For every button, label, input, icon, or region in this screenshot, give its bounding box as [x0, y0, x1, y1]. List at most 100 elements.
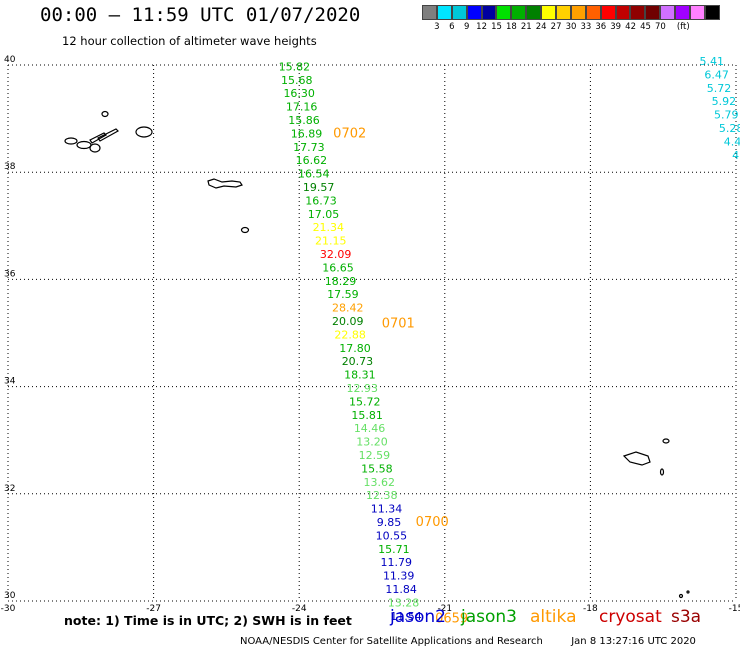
color-scale-label: 36	[595, 22, 607, 32]
wave-height-value: 17.16	[286, 101, 318, 114]
legend-item-altika: altika	[530, 607, 577, 627]
color-swatch	[704, 5, 720, 20]
legend-item-cryosat: cryosat	[599, 607, 662, 627]
wave-height-value: 5.79	[714, 109, 739, 122]
color-scale-label: 6	[449, 22, 455, 32]
pass-time-labels: 07020701070006590320	[333, 126, 468, 626]
wave-height-value: 14.46	[354, 422, 386, 435]
color-swatch	[526, 5, 542, 20]
wave-height-value: 16.89	[291, 127, 323, 140]
color-swatch	[496, 5, 512, 20]
azores-island	[89, 143, 101, 153]
wave-height-value: 15.86	[288, 114, 320, 127]
wave-height-value: 5.92	[712, 95, 737, 108]
color-scale-label: 70	[654, 22, 666, 32]
wave-height-value: 5.72	[707, 82, 732, 95]
timestamp-text: Jan 8 13:27:16 UTC 2020	[571, 636, 696, 647]
y-tick-label: 34	[4, 377, 16, 387]
wave-height-value: 15.82	[279, 60, 311, 73]
wave-height-value: 12.38	[366, 489, 398, 502]
wave-height-value: 20.73	[342, 355, 374, 368]
wave-height-value: 5.41	[699, 55, 724, 68]
color-swatch	[585, 5, 601, 20]
color-scale-label: 39	[610, 22, 622, 32]
wave-height-value: 15.68	[281, 74, 313, 87]
x-tick-label: -21	[437, 604, 452, 614]
footer-credit: NOAA/NESDIS Center for Satellite Applica…	[240, 636, 696, 647]
wave-height-value: 13.62	[364, 476, 396, 489]
color-swatch	[556, 5, 571, 20]
x-tick-label: -27	[146, 604, 161, 614]
wave-height-value: 15.72	[349, 395, 381, 408]
wave-height-value: 11.54	[390, 610, 422, 623]
madeira-island	[622, 451, 651, 466]
color-swatch	[511, 5, 527, 20]
color-swatch	[675, 5, 691, 20]
credit-text: NOAA/NESDIS Center for Satellite Applica…	[240, 636, 543, 647]
x-tick-label: -24	[292, 604, 307, 614]
wave-height-value: 15.71	[378, 543, 410, 556]
color-swatch	[466, 5, 482, 20]
wave-height-value: 12.93	[347, 382, 379, 395]
color-swatch	[600, 5, 616, 20]
color-scale-label: 45	[640, 22, 651, 32]
color-swatch	[481, 5, 497, 20]
color-scale-label: 24	[535, 22, 547, 32]
color-scale-label: (ft)	[676, 22, 690, 32]
color-scale-label: 12	[476, 22, 488, 32]
azores-island	[76, 140, 92, 150]
color-scale-label: 42	[625, 22, 637, 32]
x-tick-label: -18	[583, 604, 598, 614]
pass-time-label: 0702	[333, 126, 366, 141]
axis-tick-labels: -30 -27 -24 -21 -18 -15 30 32 34 36 38 40	[1, 55, 740, 614]
wave-height-value: 11.39	[383, 570, 415, 583]
wave-height-value: 9.85	[377, 516, 402, 529]
azores-island	[89, 132, 107, 144]
color-scale-label: 27	[550, 22, 562, 32]
wave-height-value: 18.29	[325, 275, 357, 288]
color-swatch	[436, 5, 452, 20]
azores-island	[97, 128, 119, 142]
wave-height-value: 21.34	[313, 221, 345, 234]
wave-height-value: 11.34	[371, 503, 403, 516]
wave-height-value: 15.58	[361, 462, 393, 475]
pass-time-label: 0701	[382, 317, 415, 332]
color-swatch	[541, 5, 557, 20]
wave-height-value: 21.15	[315, 235, 347, 248]
pass-time-label: 0659	[435, 611, 468, 626]
wave-height-value: 15.81	[351, 409, 383, 422]
y-tick-label: 30	[4, 591, 16, 601]
azores-island	[135, 126, 153, 138]
color-scale-label: 9	[463, 22, 470, 32]
color-scale-label: 33	[580, 22, 592, 32]
color-swatch	[690, 5, 705, 20]
wave-height-value: 17.59	[327, 288, 359, 301]
wave-height-value: 4.48	[724, 135, 740, 148]
chart-subtitle: 12 hour collection of altimeter wave hei…	[62, 34, 317, 48]
color-scale-bar	[422, 5, 720, 20]
legend-item-s3a: s3a	[671, 607, 702, 627]
wave-height-value: 19.57	[303, 181, 335, 194]
wave-height-value: 13.28	[388, 596, 420, 609]
wave-height-value: 6.47	[704, 68, 729, 81]
color-swatch	[422, 5, 437, 20]
wave-height-value: 11.84	[385, 583, 417, 596]
wave-height-value: 11.79	[381, 556, 413, 569]
altimeter-points: 15.8215.6816.3017.1615.8616.8917.7316.62…	[279, 55, 740, 623]
legend-item-jason2: jason2	[390, 607, 446, 627]
azores-island	[64, 137, 78, 145]
wave-height-value: 17.80	[339, 342, 371, 355]
units-note: note: 1) Time is in UTC; 2) SWH is in fe…	[64, 613, 352, 628]
color-swatch	[630, 5, 646, 20]
wave-height-value: 16.54	[298, 168, 330, 181]
color-scale-label: 18	[505, 22, 517, 32]
color-scale-labels: 3 6 9 12 15 18 21 24 27 30 33 36 39 42 45 70 (ft)	[422, 22, 740, 34]
wave-height-value: 4.4	[732, 149, 740, 162]
color-swatch	[615, 5, 631, 20]
porto-santo-island	[662, 438, 670, 444]
wave-height-value: 10.55	[376, 529, 408, 542]
selvagens-island	[678, 593, 684, 599]
color-swatch	[451, 5, 467, 20]
pass-time-label: 0700	[416, 515, 449, 530]
